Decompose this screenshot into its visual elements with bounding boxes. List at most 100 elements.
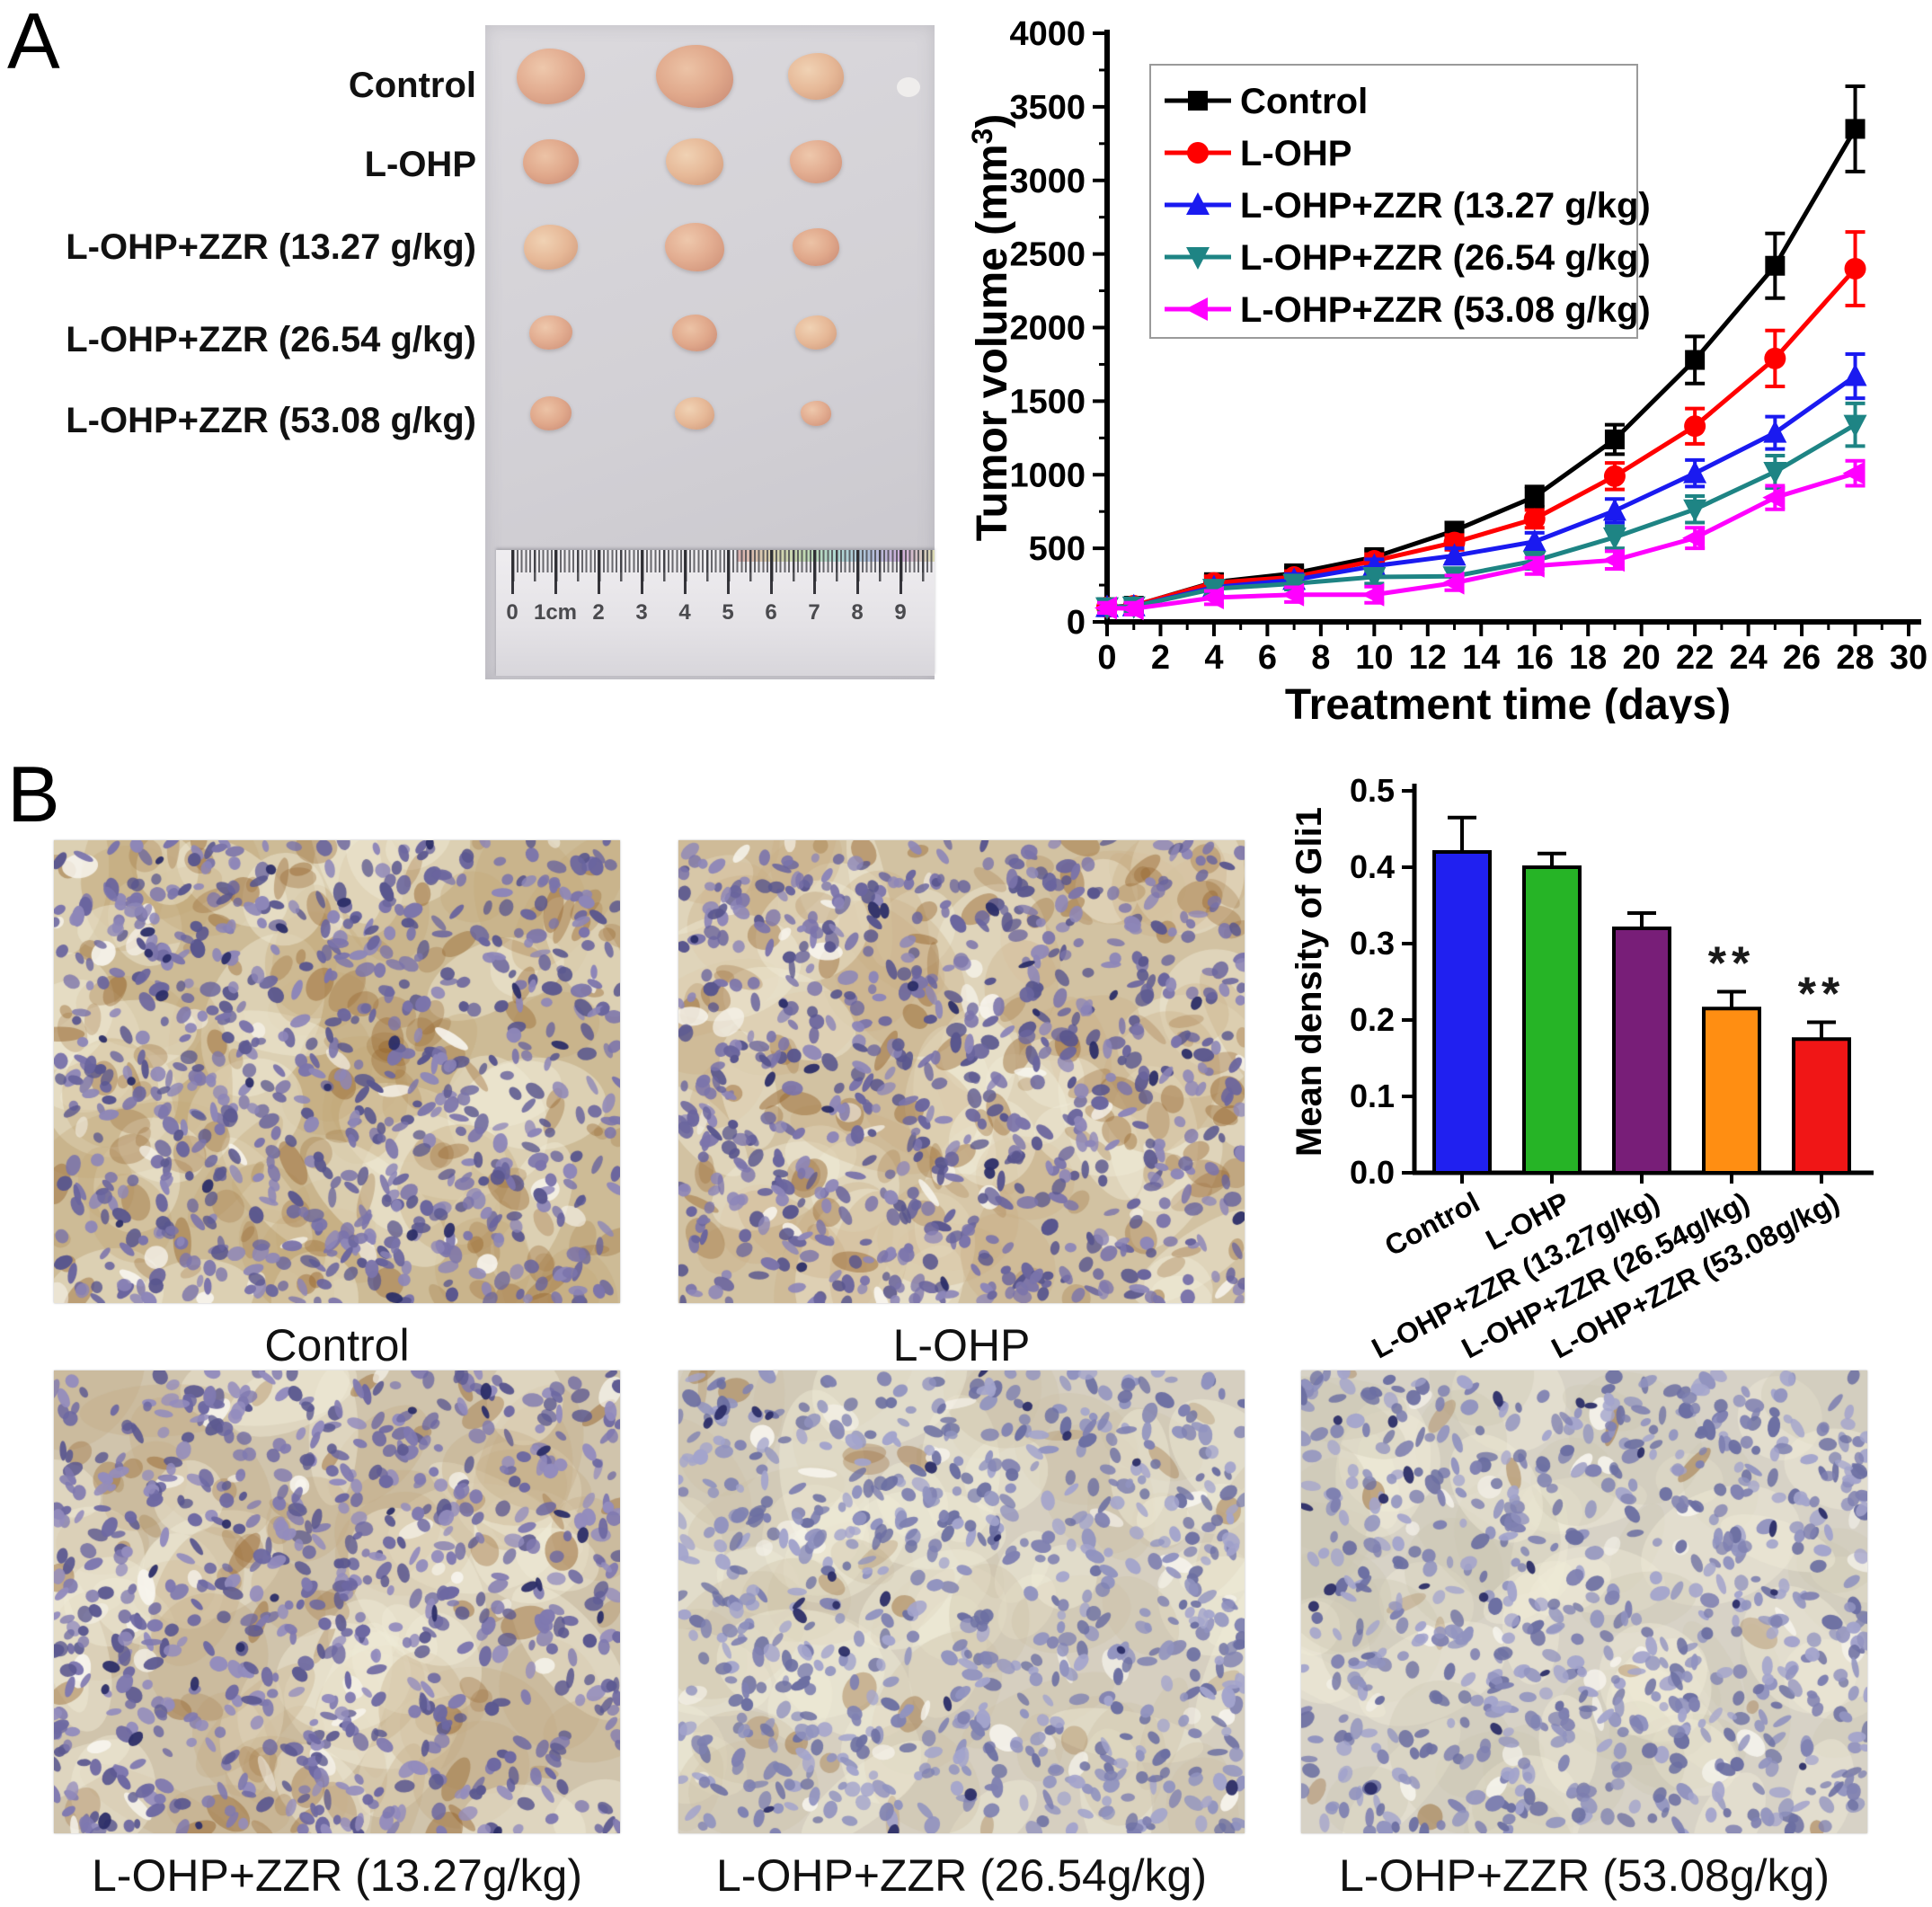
- y-tick-label: 0.2: [1350, 1001, 1395, 1038]
- marker-triangle-down: [1843, 414, 1867, 438]
- tumor-specimen: [523, 225, 579, 270]
- marker-circle: [1523, 508, 1546, 530]
- x-tick-label: 26: [1783, 639, 1821, 677]
- gli1-bar-chart: 0.0 0.1 0.2 0.3 0.4 0.5 Mean density of Gli1 **…: [1294, 772, 1874, 1365]
- ruler-cm-ticks: [511, 550, 933, 594]
- x-tick-label: 2: [1151, 639, 1170, 677]
- micrograph-label: L-OHP: [892, 1320, 1031, 1370]
- marker-triangle-down: [1362, 567, 1387, 590]
- tumor-specimen: [792, 227, 840, 267]
- x-tick-label: 22: [1676, 639, 1714, 677]
- marker-circle: [1187, 142, 1209, 164]
- x-tick-label: 18: [1569, 639, 1607, 677]
- x-tick-label: 30: [1890, 639, 1928, 677]
- x-tick-label: 0: [1097, 639, 1116, 677]
- tumor-specimen: [665, 223, 724, 271]
- bar: [1522, 865, 1582, 1175]
- ruler-number: 8: [851, 600, 864, 625]
- marker-triangle-left: [1281, 582, 1305, 607]
- micrograph-l-ohp: [678, 840, 1245, 1303]
- marker-triangle-down: [1683, 499, 1707, 522]
- category-label: Control: [1379, 1185, 1484, 1262]
- marker-triangle-up: [1683, 460, 1707, 483]
- marker-square: [1845, 119, 1866, 139]
- y-tick-label: 2500: [1009, 236, 1086, 274]
- group-label: Control: [348, 66, 476, 105]
- marker-triangle-up: [1602, 498, 1626, 521]
- x-tick-label: 24: [1729, 639, 1767, 677]
- legend-label: L-OHP+ZZR (13.27 g/kg): [1240, 186, 1651, 226]
- marker-triangle-up: [1763, 420, 1787, 443]
- marker-circle: [1764, 347, 1786, 369]
- ruler-number: 6: [765, 600, 777, 625]
- marker-square: [1524, 486, 1545, 507]
- bar: [1702, 1007, 1761, 1175]
- y-tick-label: 4000: [1009, 15, 1086, 53]
- x-tick-label: 12: [1409, 639, 1447, 677]
- y-tick-label: 0.4: [1350, 848, 1395, 885]
- marker-triangle-down: [1186, 247, 1210, 270]
- legend-box: [1149, 64, 1638, 339]
- y-tick-label: 0.1: [1350, 1078, 1395, 1114]
- y-tick-label: 2000: [1009, 310, 1086, 348]
- marker-triangle-up: [1186, 192, 1210, 215]
- y-tick-label: 1000: [1009, 457, 1086, 494]
- y-tick-label: 3000: [1009, 163, 1086, 200]
- group-label: L-OHP+ZZR (53.08 g/kg): [66, 401, 476, 440]
- y-tick-label: 0.5: [1350, 772, 1395, 809]
- marker-triangle-left: [1361, 582, 1385, 607]
- tumor-specimen: [787, 53, 845, 100]
- bar-chart-root: 0.0 0.1 0.2 0.3 0.4 0.5 Mean density of Gli1 **…: [1294, 772, 1874, 1365]
- significance-marker: **: [1708, 938, 1755, 990]
- tumor-specimen: [529, 315, 572, 350]
- x-tick-label: 16: [1516, 639, 1554, 677]
- marker-triangle-left: [1682, 526, 1706, 550]
- y-tick-label: 500: [1029, 530, 1086, 568]
- series-l-ohp-zzr-53-08-g-kg-: [1095, 458, 1866, 621]
- x-tick-label: 6: [1258, 639, 1277, 677]
- x-axis-title: Treatment time (days): [1285, 681, 1731, 723]
- bar-group: [1612, 911, 1671, 1184]
- x-tick-label: 10: [1355, 639, 1393, 677]
- x-tick-label: 8: [1311, 639, 1330, 677]
- marker-triangle-down: [1763, 461, 1787, 484]
- tumor-specimen: [522, 138, 580, 185]
- group-label: L-OHP+ZZR (13.27 g/kg): [66, 227, 476, 267]
- ruler-number: 2: [592, 600, 605, 625]
- legend-label: L-OHP: [1240, 134, 1352, 173]
- bar-group: [1792, 1020, 1851, 1184]
- ruler-number: 9: [894, 600, 907, 625]
- marker-triangle-left: [1201, 585, 1224, 609]
- y-tick-label: 1500: [1009, 383, 1086, 421]
- x-tick-label: 28: [1836, 639, 1874, 677]
- panel-b-letter: B: [7, 749, 60, 838]
- tumor-specimen: [529, 396, 572, 430]
- marker-triangle-left: [1521, 554, 1545, 578]
- bar: [1612, 927, 1671, 1175]
- tumor-specimen: [795, 315, 837, 350]
- y-tick-label: 0.3: [1350, 925, 1395, 962]
- y-axis-title: Mean density of Gli1: [1294, 807, 1329, 1157]
- marker-square: [1685, 350, 1706, 370]
- x-tick-label: 4: [1204, 639, 1223, 677]
- y-tick-label: 0.0: [1350, 1154, 1395, 1191]
- tumor-specimen: [666, 137, 723, 186]
- y-axis-title: Tumor volume (mm3): [966, 114, 1016, 542]
- bar: [1792, 1037, 1851, 1175]
- marker-square: [1188, 91, 1208, 111]
- ruler-number: 1cm: [533, 600, 578, 625]
- marker-circle: [1844, 258, 1866, 279]
- marker-square: [1765, 255, 1786, 276]
- micrograph-control: [54, 840, 620, 1303]
- marker-triangle-left: [1762, 485, 1786, 510]
- tumor-volume-line-chart: 0 2 4 6 8 10 12 14 16 18 20 22 24 26 28 300500100015002…: [966, 15, 1928, 723]
- marker-triangle-up: [1843, 363, 1867, 386]
- tumor-specimen: [517, 48, 585, 105]
- ruler: 0 1cm 2 3 4 5 6 7 8 9: [496, 550, 935, 676]
- marker-triangle-left: [1095, 596, 1117, 620]
- ruler-number: 0: [506, 600, 518, 625]
- tumor-specimen: [656, 45, 733, 108]
- marker-triangle-left: [1601, 548, 1625, 572]
- y-tick-label: 0: [1067, 604, 1086, 642]
